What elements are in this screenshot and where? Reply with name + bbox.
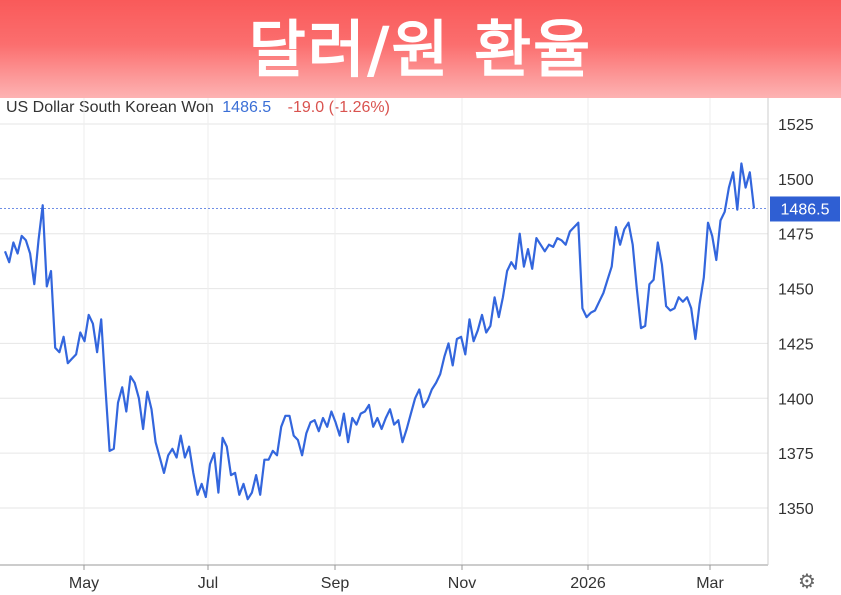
y-tick-label: 1525 [778, 117, 814, 134]
x-tick-label: May [69, 575, 99, 592]
gear-icon[interactable]: ⚙ [798, 569, 816, 593]
y-tick-label: 1500 [778, 172, 814, 189]
y-tick-label: 1450 [778, 282, 814, 299]
title-banner: 달러/원 환율 [0, 0, 841, 98]
y-tick-label: 1400 [778, 391, 814, 408]
y-tick-label: 1425 [778, 336, 814, 353]
series-line [3, 162, 756, 501]
current-price-label: 1486.5 [781, 201, 830, 218]
chart-header: US Dollar South Korean Won 1486.5 -19.0 … [6, 99, 390, 119]
x-tick-label: Sep [321, 575, 350, 592]
last-price: 1486.5 [222, 99, 272, 116]
banner-title: 달러/원 환율 [248, 13, 593, 86]
y-tick-label: 1375 [778, 446, 814, 463]
y-tick-label: 1350 [778, 501, 814, 518]
price-change: -19.0 (-1.26%) [287, 99, 390, 116]
x-tick-label: Jul [198, 575, 218, 592]
current-price-badge [770, 196, 840, 222]
x-tick-label: 2026 [570, 575, 606, 592]
y-tick-label: 1475 [778, 227, 814, 244]
x-tick-label: Mar [696, 575, 724, 592]
instrument-name: US Dollar South Korean Won [6, 99, 214, 116]
x-tick-label: Nov [448, 575, 476, 592]
